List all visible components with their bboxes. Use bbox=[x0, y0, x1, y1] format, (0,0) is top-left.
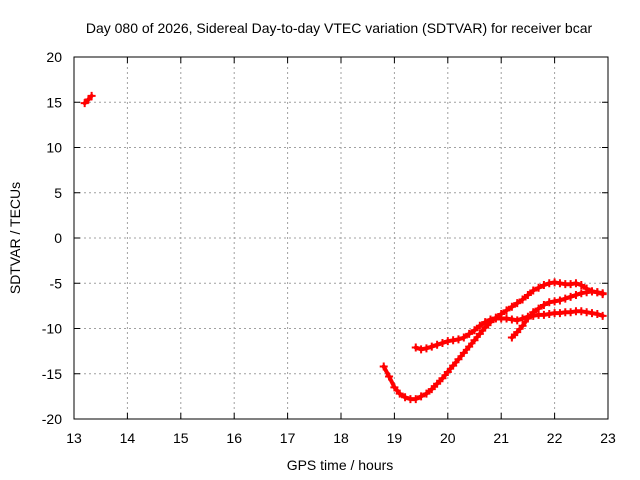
y-tick-label: 20 bbox=[46, 49, 62, 65]
data-point bbox=[401, 393, 410, 402]
y-tick-label: 0 bbox=[54, 230, 62, 246]
data-point bbox=[470, 336, 479, 345]
y-axis-label: SDTVAR / TECUs bbox=[7, 182, 23, 294]
data-point bbox=[529, 308, 538, 317]
data-point bbox=[598, 311, 607, 320]
data-point bbox=[571, 291, 580, 300]
data-point bbox=[523, 314, 532, 323]
x-tick-label: 16 bbox=[226, 430, 242, 446]
x-tick-label: 20 bbox=[440, 430, 456, 446]
data-point bbox=[438, 338, 447, 347]
series-track-1 bbox=[80, 91, 96, 108]
data-point bbox=[475, 321, 484, 330]
data-point bbox=[561, 294, 570, 303]
data-point bbox=[438, 374, 447, 383]
data-point bbox=[566, 292, 575, 301]
data-point bbox=[433, 379, 442, 388]
data-point bbox=[539, 281, 548, 290]
data-point bbox=[529, 286, 538, 295]
data-point bbox=[513, 299, 522, 308]
data-point bbox=[502, 306, 511, 315]
data-series bbox=[80, 91, 607, 404]
data-point bbox=[465, 342, 474, 351]
x-tick-label: 18 bbox=[333, 430, 349, 446]
data-point bbox=[454, 335, 463, 344]
data-point bbox=[513, 328, 522, 337]
x-tick-label: 22 bbox=[547, 430, 563, 446]
data-point bbox=[507, 302, 516, 311]
data-point bbox=[571, 279, 580, 288]
data-point bbox=[534, 304, 543, 313]
y-tick-label: -5 bbox=[50, 275, 63, 291]
data-point bbox=[427, 385, 436, 394]
x-tick-label: 14 bbox=[120, 430, 136, 446]
data-point bbox=[422, 389, 431, 398]
x-tick-label: 21 bbox=[493, 430, 509, 446]
series-track-4 bbox=[507, 287, 607, 342]
data-point bbox=[427, 342, 436, 351]
series-track-3 bbox=[411, 307, 607, 354]
y-tick-label: -15 bbox=[42, 366, 62, 382]
y-tick-label: 15 bbox=[46, 94, 62, 110]
data-point bbox=[411, 343, 420, 352]
data-point bbox=[443, 367, 452, 376]
data-point bbox=[513, 316, 522, 325]
y-tick-label: 5 bbox=[54, 185, 62, 201]
data-point bbox=[465, 329, 474, 338]
data-point bbox=[87, 91, 96, 100]
data-point bbox=[385, 372, 394, 381]
data-point bbox=[379, 362, 388, 371]
data-point bbox=[534, 283, 543, 292]
data-point bbox=[470, 326, 479, 335]
y-tick-label: -10 bbox=[42, 321, 62, 337]
data-point bbox=[475, 329, 484, 338]
plot-frame bbox=[73, 56, 609, 420]
data-point bbox=[593, 288, 602, 297]
grid bbox=[74, 57, 608, 419]
y-tick-label: -20 bbox=[42, 411, 62, 427]
data-point bbox=[577, 281, 586, 290]
x-tick-label: 23 bbox=[600, 430, 616, 446]
data-point bbox=[390, 383, 399, 392]
data-point bbox=[539, 300, 548, 309]
data-point bbox=[459, 333, 468, 342]
x-tick-label: 13 bbox=[66, 430, 82, 446]
data-point bbox=[417, 392, 426, 401]
data-point bbox=[507, 333, 516, 342]
data-point bbox=[523, 291, 532, 300]
y-tick-label: 10 bbox=[46, 140, 62, 156]
data-point bbox=[433, 340, 442, 349]
x-tick-label: 19 bbox=[387, 430, 403, 446]
data-point bbox=[411, 395, 420, 404]
x-tick-label: 15 bbox=[173, 430, 189, 446]
data-point bbox=[395, 389, 404, 398]
x-axis-label: GPS time / hours bbox=[287, 457, 394, 473]
data-point bbox=[454, 355, 463, 364]
data-point bbox=[422, 344, 431, 353]
data-point bbox=[449, 361, 458, 370]
data-point bbox=[518, 295, 527, 304]
data-point bbox=[555, 296, 564, 305]
data-point bbox=[598, 290, 607, 299]
axis-ticks: 13 14 15 16 17 18 19 20 21 22 23 -20 -15 -10 -5 0 5 10 15 2… bbox=[42, 49, 616, 446]
chart-title: Day 080 of 2026, Sidereal Day-to-day VTE… bbox=[86, 20, 593, 36]
x-tick-label: 17 bbox=[280, 430, 296, 446]
data-point bbox=[481, 318, 490, 327]
data-point bbox=[459, 348, 468, 357]
data-point bbox=[518, 321, 527, 330]
data-point bbox=[593, 310, 602, 319]
